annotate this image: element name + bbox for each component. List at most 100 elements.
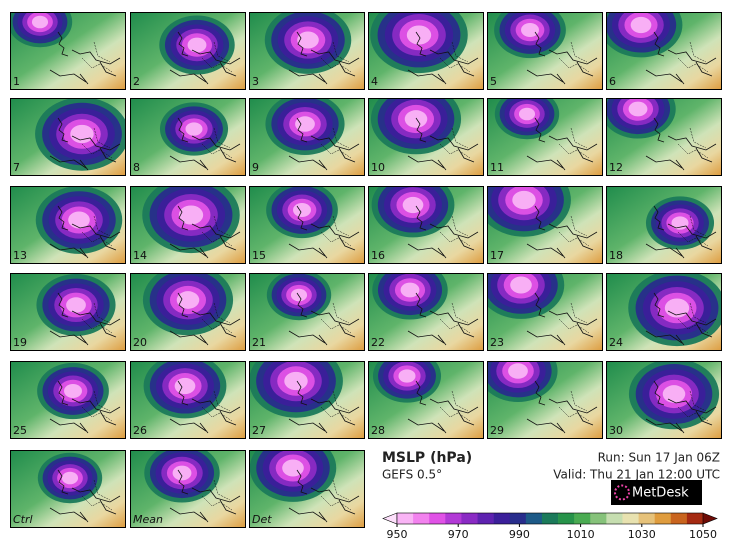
panel-frame bbox=[487, 12, 603, 90]
panel-frame bbox=[487, 273, 603, 351]
borders bbox=[677, 215, 709, 247]
pressure-contour bbox=[406, 25, 432, 45]
panel-label: 1 bbox=[13, 75, 20, 88]
borders bbox=[439, 41, 471, 73]
map-panel: Ctrl bbox=[10, 450, 126, 528]
brand-box bbox=[611, 480, 702, 505]
panel-label: 23 bbox=[490, 336, 504, 349]
coastline bbox=[645, 205, 717, 259]
panel-label: 12 bbox=[609, 161, 623, 174]
panel-label: Det bbox=[252, 513, 272, 526]
pressure-contour bbox=[70, 124, 94, 144]
borders bbox=[677, 390, 709, 422]
panel-label: 26 bbox=[133, 424, 147, 437]
borders bbox=[558, 390, 590, 422]
coastline bbox=[169, 205, 241, 259]
borders bbox=[320, 41, 352, 73]
coastline bbox=[526, 205, 598, 259]
colorbar-segment bbox=[429, 513, 446, 524]
borders bbox=[320, 215, 352, 247]
colorbar-segment bbox=[445, 513, 462, 524]
coastline bbox=[526, 117, 598, 171]
colorbar-segment bbox=[670, 513, 688, 524]
panel-label: 11 bbox=[490, 161, 504, 174]
map-panel: 4 bbox=[368, 12, 484, 90]
borders bbox=[439, 390, 471, 422]
map-panel: 5 bbox=[487, 12, 603, 90]
model: GEFS 0.5° bbox=[382, 468, 442, 482]
panel-frame bbox=[606, 361, 722, 439]
coastline bbox=[407, 292, 479, 346]
colorbar-segment bbox=[397, 513, 414, 524]
coastline bbox=[288, 205, 360, 259]
colorbar-segment bbox=[638, 513, 655, 524]
panel-frame bbox=[487, 186, 603, 264]
panel-frame bbox=[249, 186, 365, 264]
map-panel: 22 bbox=[368, 273, 484, 351]
panel-frame bbox=[10, 450, 126, 528]
map-panel: 17 bbox=[487, 186, 603, 264]
panel-label: 22 bbox=[371, 336, 385, 349]
colorbar-tick-label: 950 bbox=[387, 528, 408, 541]
map-panel: 16 bbox=[368, 186, 484, 264]
colorbar-tick-label: 970 bbox=[448, 528, 469, 541]
borders bbox=[439, 302, 471, 334]
map-panel: 6 bbox=[606, 12, 722, 90]
coastline bbox=[526, 31, 598, 85]
colorbar-segment bbox=[590, 513, 607, 524]
colorbar-segment bbox=[493, 513, 511, 524]
panel-frame bbox=[130, 98, 246, 176]
map-panel: Mean bbox=[130, 450, 246, 528]
coastline bbox=[645, 117, 717, 171]
map-panel: 14 bbox=[130, 186, 246, 264]
pressure-contour bbox=[172, 465, 192, 481]
borders bbox=[677, 41, 709, 73]
borders bbox=[558, 215, 590, 247]
borders bbox=[81, 479, 113, 511]
panel-frame bbox=[249, 12, 365, 90]
map-panel: 25 bbox=[10, 361, 126, 439]
panel-label: 16 bbox=[371, 249, 385, 262]
map-panel: 3 bbox=[249, 12, 365, 90]
pressure-contour bbox=[64, 383, 82, 399]
borders bbox=[81, 127, 113, 159]
borders bbox=[201, 127, 233, 159]
map-panel: 28 bbox=[368, 361, 484, 439]
panel-label: 15 bbox=[252, 249, 266, 262]
pressure-contour bbox=[297, 31, 319, 49]
colorbar-segment bbox=[541, 513, 559, 524]
panel-label: Mean bbox=[133, 513, 163, 526]
map-panel: Det bbox=[249, 450, 365, 528]
colorbar-tick-label: 1050 bbox=[689, 528, 717, 541]
map-panel: 10 bbox=[368, 98, 484, 176]
panel-label: 10 bbox=[371, 161, 385, 174]
panel-label: 21 bbox=[252, 336, 266, 349]
colorbar-high-end bbox=[702, 512, 718, 525]
coastline bbox=[49, 31, 121, 85]
brand-logo bbox=[614, 484, 630, 501]
panel-label: 7 bbox=[13, 161, 20, 174]
panel-label: 8 bbox=[133, 161, 140, 174]
pressure-contour bbox=[518, 107, 536, 121]
pressure-contour bbox=[628, 101, 648, 117]
pressure-contour bbox=[662, 385, 686, 403]
pressure-contour bbox=[66, 297, 86, 313]
coastline bbox=[288, 380, 360, 434]
colorbar-segment bbox=[461, 513, 478, 524]
panel-frame bbox=[10, 361, 126, 439]
pressure-contour bbox=[508, 363, 528, 379]
borders bbox=[558, 302, 590, 334]
map-panel: 13 bbox=[10, 186, 126, 264]
borders bbox=[439, 215, 471, 247]
coastline bbox=[407, 31, 479, 85]
map-panel: 18 bbox=[606, 186, 722, 264]
borders bbox=[320, 127, 352, 159]
panel-frame bbox=[130, 273, 246, 351]
borders bbox=[201, 215, 233, 247]
map-panel: 20 bbox=[130, 273, 246, 351]
panel-frame bbox=[249, 450, 365, 528]
pressure-contour bbox=[282, 459, 304, 477]
pressure-contour bbox=[521, 22, 539, 38]
borders bbox=[201, 390, 233, 422]
panel-label: Ctrl bbox=[13, 513, 33, 526]
